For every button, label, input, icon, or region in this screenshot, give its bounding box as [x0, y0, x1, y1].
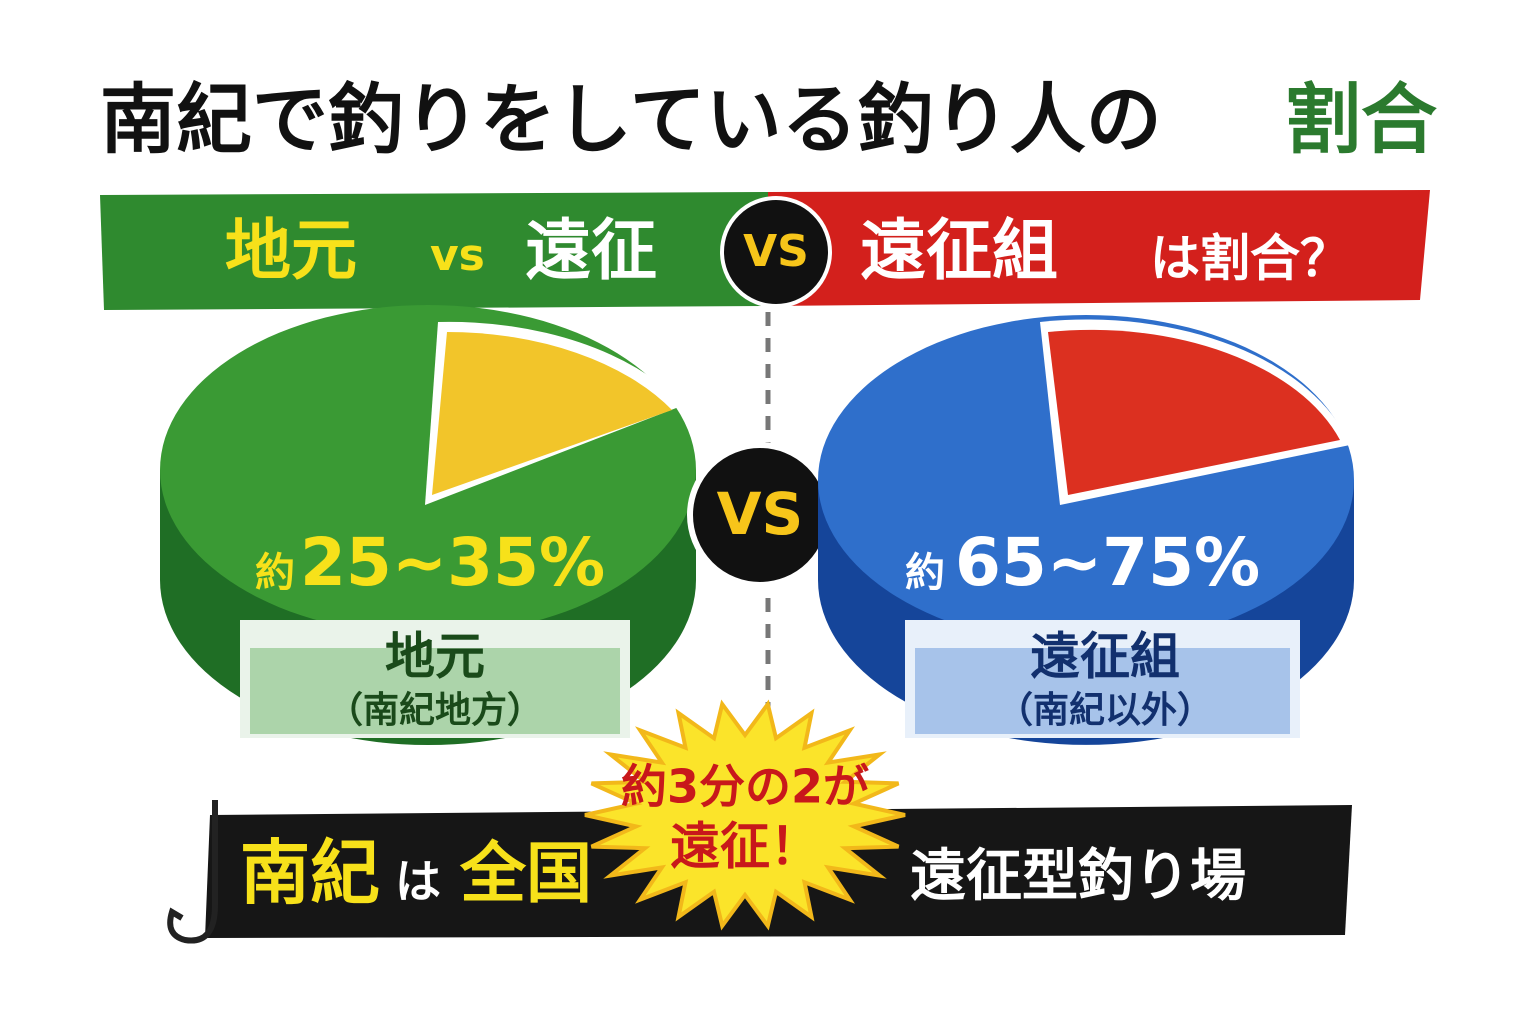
right-label-box — [905, 620, 1300, 738]
banner-question: は割合？ — [1150, 230, 1350, 288]
left-range: 25~35% — [300, 524, 605, 601]
left-label-box — [240, 620, 630, 738]
banner-red — [768, 190, 1430, 306]
banner-vs-small: vs — [430, 230, 485, 281]
burst-line2: 遠征！ — [670, 818, 820, 876]
title-highlight: 割合 — [1285, 75, 1437, 164]
banner-green — [100, 192, 768, 310]
left-label-shade — [250, 648, 620, 734]
left-name: 地元 — [385, 628, 485, 686]
footer-zenkoku: 全国 — [459, 835, 592, 912]
banner-away-group: 遠征組 — [860, 212, 1058, 289]
footer-nanki: 南紀 — [240, 832, 380, 914]
burst-line1: 約3分の2が — [621, 760, 869, 814]
banner-vs-badge: VS — [743, 226, 809, 277]
banner-away: 遠征 — [525, 212, 657, 289]
burst — [584, 699, 906, 931]
right-label-shade — [915, 648, 1290, 734]
left-pie-slice — [432, 332, 672, 495]
footer-rest: 遠征型釣り場 — [910, 844, 1246, 909]
footer-wa: は — [395, 855, 441, 909]
banner-local: 地元 — [225, 212, 357, 289]
right-approx: 約 — [905, 550, 945, 596]
left-approx: 約 — [255, 550, 295, 596]
right-range: 65~75% — [955, 524, 1260, 601]
right-sub: （南紀以外） — [997, 690, 1213, 731]
title-main: 南紀で釣りをしている釣り人の — [100, 75, 1162, 164]
right-name: 遠征組 — [1030, 628, 1180, 686]
center-vs: VS — [717, 480, 804, 548]
left-sub: （南紀地方） — [327, 690, 543, 731]
banner-vs-circle — [720, 196, 832, 308]
hook — [167, 800, 218, 944]
right-pie-slice — [1048, 329, 1340, 495]
